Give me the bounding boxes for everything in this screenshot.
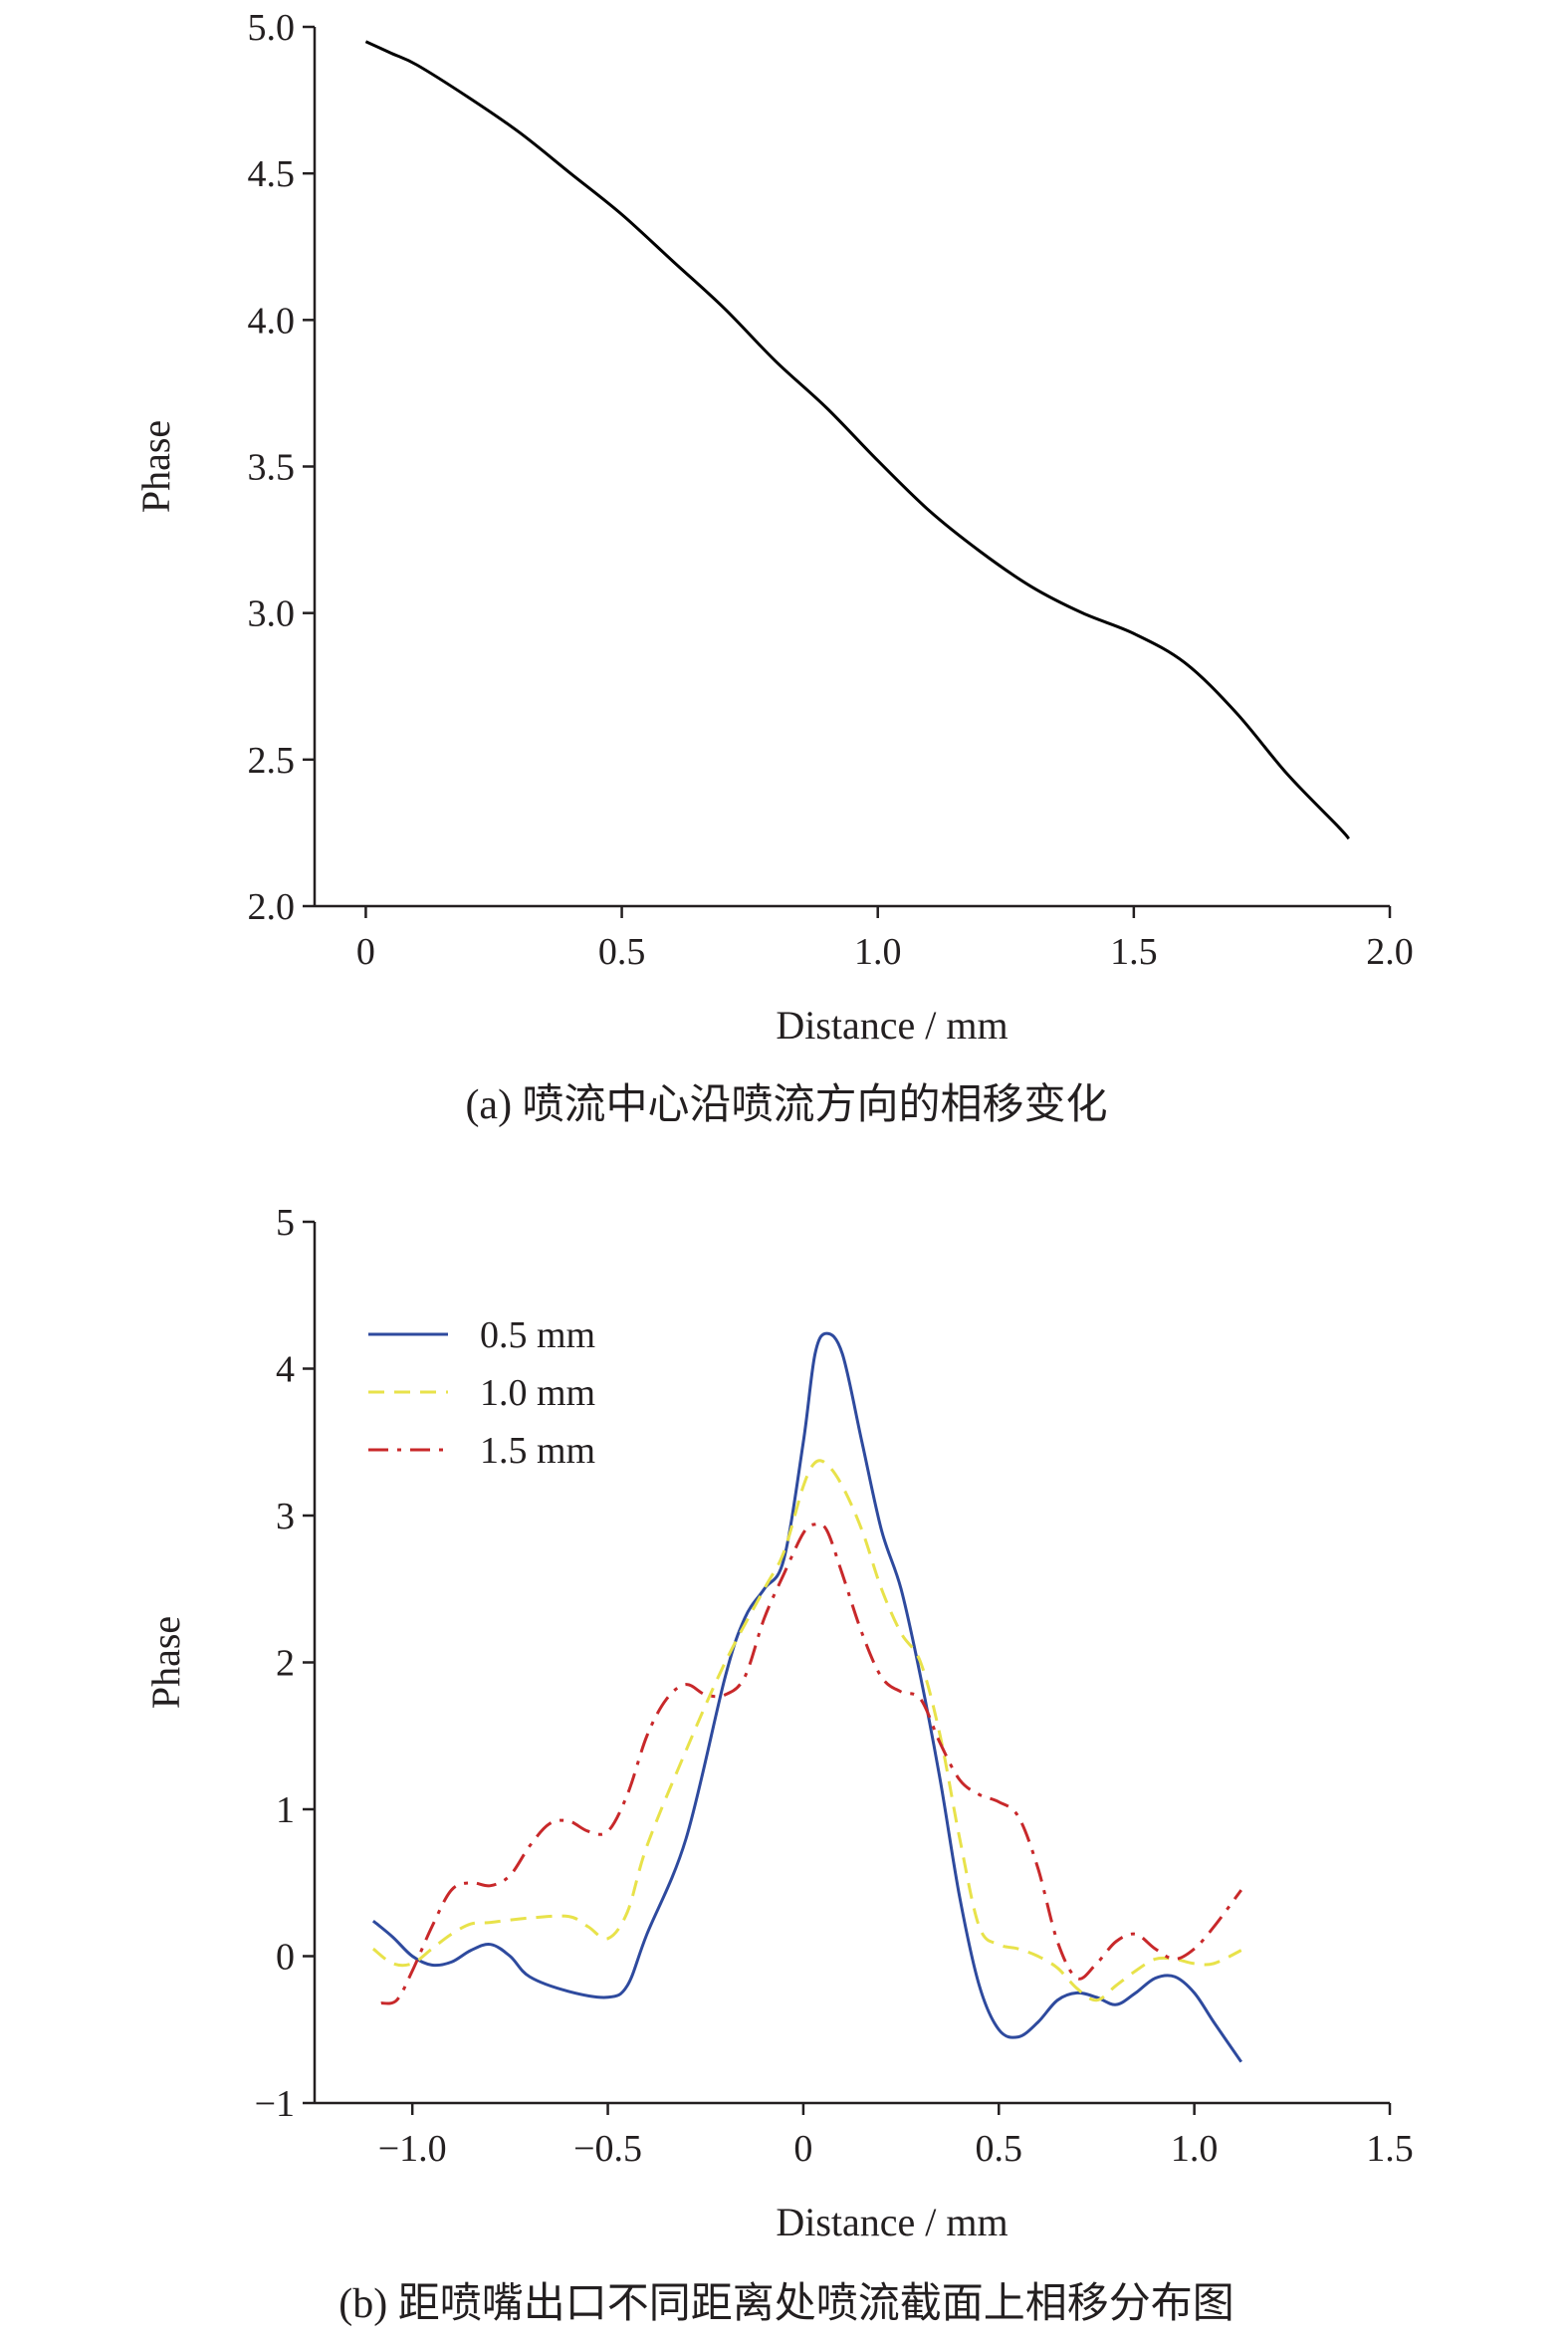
series-line-1.5-mm: [380, 1522, 1242, 2005]
legend-label: 1.0 mm: [480, 1372, 595, 1414]
y-tick-label: 0: [276, 1937, 295, 1979]
x-tick-label: 0: [793, 2128, 812, 2170]
y-tick-label: 4.5: [248, 153, 296, 195]
y-axis-title: Phase: [143, 1616, 188, 1709]
x-tick-label: −0.5: [573, 2128, 642, 2170]
chart-panel-a: 2.0 2.5 3.0 3.5 4.0 4.5 5.0 0 0.5 1.0 1.5 2.0 Distan…: [133, 7, 1414, 1128]
x-tick-label: 1.5: [1110, 931, 1158, 973]
figure-caption: (b) 距喷嘴出口不同距离处喷流截面上相移分布图: [338, 2280, 1233, 2327]
x-tick-label: 0.5: [598, 931, 646, 973]
y-tick-label: 5.0: [248, 7, 296, 49]
x-tick-label: 1.0: [1171, 2128, 1219, 2170]
y-tick-label: 2: [276, 1643, 295, 1685]
y-tick-label: 2.0: [248, 886, 296, 928]
y-tick-label: 4: [276, 1349, 295, 1391]
legend-label: 0.5 mm: [480, 1314, 595, 1356]
y-tick-label: 4.0: [248, 300, 296, 342]
x-axis-title: Distance / mm: [776, 2200, 1008, 2244]
y-tick-label: −1: [255, 2083, 295, 2125]
series-line-phase: [364, 40, 1351, 840]
x-tick-label: 0.5: [976, 2128, 1023, 2170]
figure-caption: (a) 喷流中心沿喷流方向的相移变化: [465, 1081, 1107, 1128]
chart-panel-b: −1 0 1 2 3 4 5 −1.0 −0.5 0 0.5 1.0 1.5 Distance / mm P…: [143, 1202, 1414, 2327]
x-tick-label: −1.0: [378, 2128, 447, 2170]
y-tick-label: 1: [276, 1789, 295, 1831]
y-tick-label: 5: [276, 1202, 295, 1244]
y-tick-label: 3.0: [248, 593, 296, 635]
legend-label: 1.5 mm: [480, 1430, 595, 1472]
x-tick-label: 2.0: [1366, 931, 1414, 973]
x-tick-label: 1.5: [1366, 2128, 1414, 2170]
x-tick-label: 1.0: [854, 931, 902, 973]
y-tick-label: 3.5: [248, 447, 296, 489]
series-line-0.5-mm: [371, 1331, 1242, 2063]
y-tick-label: 3: [276, 1496, 295, 1537]
y-tick-label: 2.5: [248, 740, 296, 782]
x-tick-label: 0: [356, 931, 375, 973]
legend: 0.5 mm 1.0 mm 1.5 mm: [368, 1314, 595, 1472]
x-axis-title: Distance / mm: [776, 1003, 1008, 1048]
y-axis-title: Phase: [133, 420, 178, 513]
series-line-1.0-mm: [371, 1459, 1242, 2002]
